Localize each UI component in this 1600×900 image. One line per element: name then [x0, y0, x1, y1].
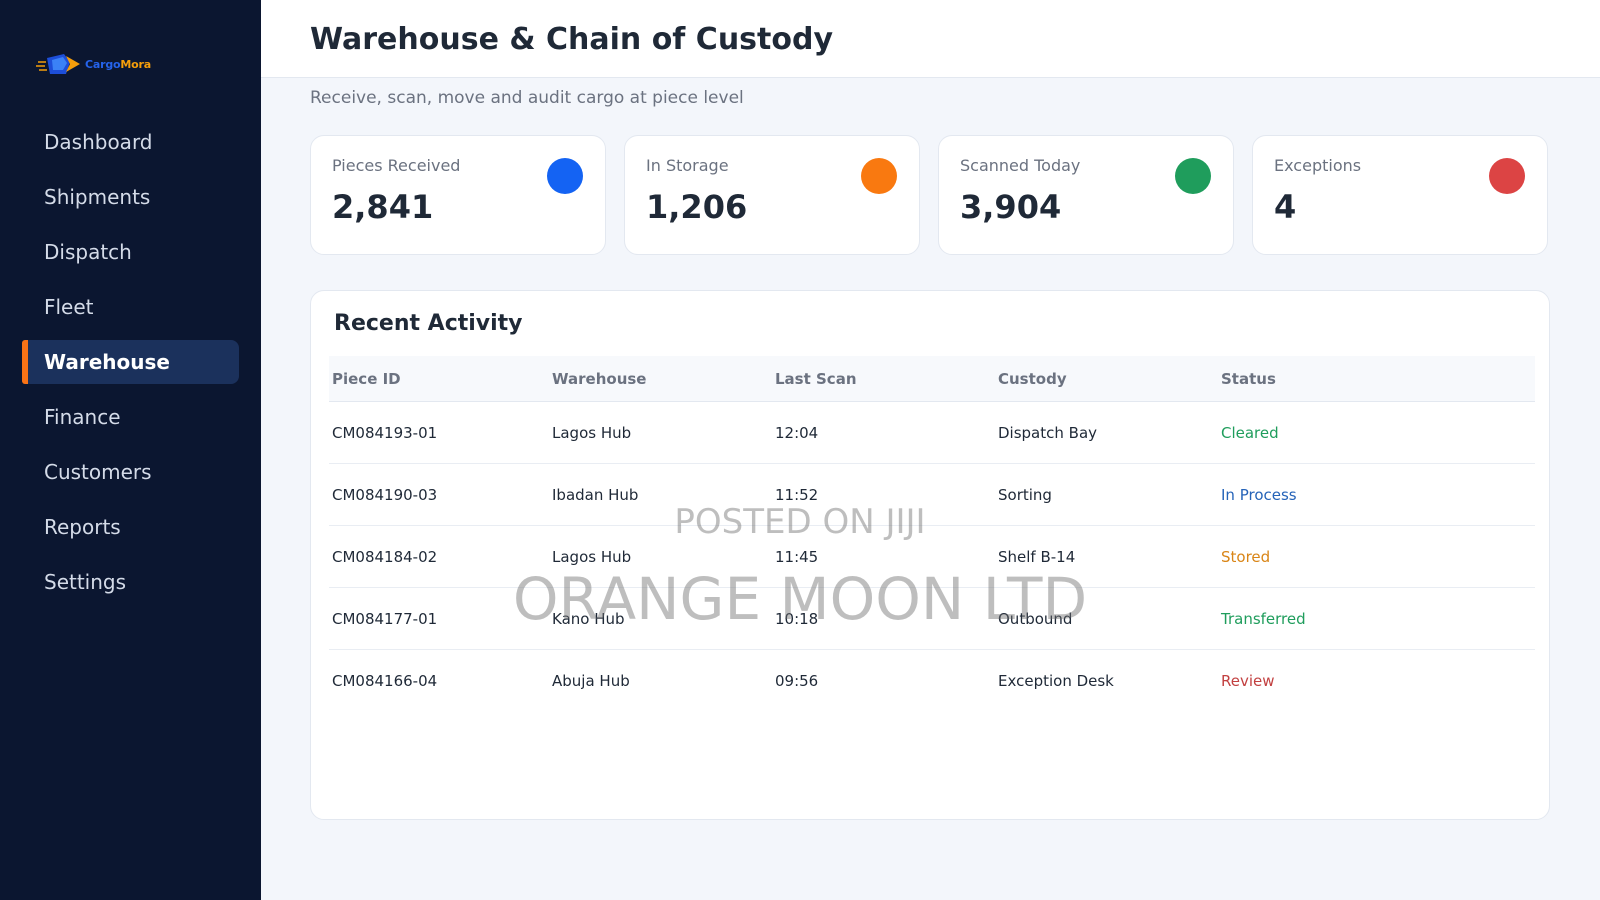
cell-warehouse: Ibadan Hub [552, 485, 639, 504]
column-header-warehouse[interactable]: Warehouse [552, 369, 647, 388]
cell-warehouse: Abuja Hub [552, 672, 630, 690]
sidebar: CargoMora Dashboard Shipments Dispatch F… [0, 0, 261, 900]
table-row[interactable]: CM084166-04 Abuja Hub 09:56 Exception De… [329, 650, 1535, 712]
cell-custody: Sorting [998, 485, 1052, 504]
sidebar-item-shipments[interactable]: Shipments [22, 175, 239, 219]
stats-cards: Pieces Received 2,841 In Storage 1,206 S… [310, 135, 1548, 255]
cell-last-scan: 09:56 [775, 672, 819, 690]
sidebar-item-fleet[interactable]: Fleet [22, 285, 239, 329]
stat-card-scanned-today[interactable]: Scanned Today 3,904 [938, 135, 1234, 255]
stat-card-exceptions[interactable]: Exceptions 4 [1252, 135, 1548, 255]
cell-last-scan: 10:18 [775, 609, 819, 628]
stat-value: 2,841 [332, 188, 434, 226]
orange-dot-icon [861, 158, 897, 194]
cell-warehouse: Lagos Hub [552, 547, 632, 566]
cell-piece-id: CM084177-01 [332, 609, 438, 628]
stat-value: 4 [1274, 188, 1297, 226]
cell-piece-id: CM084193-01 [332, 423, 438, 442]
column-header-last-scan[interactable]: Last Scan [775, 369, 857, 388]
sidebar-item-reports[interactable]: Reports [22, 505, 239, 549]
stat-value: 3,904 [960, 188, 1062, 226]
recent-activity-title: Recent Activity [334, 311, 523, 336]
sidebar-item-finance[interactable]: Finance [22, 395, 239, 439]
cell-piece-id: CM084166-04 [332, 672, 438, 690]
cell-warehouse: Kano Hub [552, 609, 625, 628]
sidebar-item-label: Warehouse [44, 350, 170, 374]
sidebar-item-dispatch[interactable]: Dispatch [22, 230, 239, 274]
column-header-status[interactable]: Status [1221, 369, 1276, 388]
status-badge: Review [1221, 672, 1275, 690]
status-badge: In Process [1221, 485, 1297, 504]
cell-custody: Shelf B-14 [998, 547, 1076, 566]
sidebar-item-warehouse[interactable]: Warehouse [22, 340, 239, 384]
stat-label: Scanned Today [960, 156, 1081, 175]
sidebar-item-label: Customers [44, 460, 152, 484]
top-bar: Warehouse & Chain of Custody [261, 0, 1600, 78]
page-subtitle: Receive, scan, move and audit cargo at p… [310, 88, 744, 108]
table-header: Piece ID Warehouse Last Scan Custody Sta… [329, 356, 1535, 402]
activity-table: Piece ID Warehouse Last Scan Custody Sta… [329, 356, 1535, 712]
page-title: Warehouse & Chain of Custody [310, 22, 834, 57]
cell-last-scan: 11:45 [775, 547, 819, 566]
cell-warehouse: Lagos Hub [552, 423, 632, 442]
sidebar-item-label: Reports [44, 515, 121, 539]
red-dot-icon [1489, 158, 1525, 194]
table-row[interactable]: CM084190-03 Ibadan Hub 11:52 Sorting In … [329, 464, 1535, 526]
stat-label: Pieces Received [332, 156, 461, 175]
brand-logo[interactable]: CargoMora [36, 50, 151, 78]
status-badge: Stored [1221, 547, 1271, 566]
column-header-piece-id[interactable]: Piece ID [332, 369, 401, 388]
table-row[interactable]: CM084177-01 Kano Hub 10:18 Outbound Tran… [329, 588, 1535, 650]
status-badge: Cleared [1221, 423, 1279, 442]
stat-label: In Storage [646, 156, 729, 175]
table-row[interactable]: CM084184-02 Lagos Hub 11:45 Shelf B-14 S… [329, 526, 1535, 588]
green-dot-icon [1175, 158, 1211, 194]
sidebar-item-label: Shipments [44, 185, 151, 209]
logo-truck-icon [36, 54, 80, 74]
sidebar-item-label: Dispatch [44, 240, 132, 264]
recent-activity-panel: Recent Activity Piece ID Warehouse Last … [310, 290, 1550, 820]
sidebar-item-label: Dashboard [44, 130, 153, 154]
sidebar-item-label: Settings [44, 570, 127, 594]
brand-name-part2: Mora [120, 57, 151, 71]
cell-custody: Exception Desk [998, 672, 1114, 690]
sidebar-item-settings[interactable]: Settings [22, 560, 239, 604]
sidebar-item-label: Fleet [44, 295, 94, 319]
status-badge: Transferred [1221, 609, 1306, 628]
stat-card-in-storage[interactable]: In Storage 1,206 [624, 135, 920, 255]
stat-value: 1,206 [646, 188, 748, 226]
stat-label: Exceptions [1274, 156, 1362, 175]
sidebar-item-dashboard[interactable]: Dashboard [22, 120, 239, 164]
cell-piece-id: CM084184-02 [332, 547, 438, 566]
cell-last-scan: 12:04 [775, 423, 819, 442]
column-header-custody[interactable]: Custody [998, 369, 1067, 388]
sidebar-item-customers[interactable]: Customers [22, 450, 239, 494]
cell-piece-id: CM084190-03 [332, 485, 438, 504]
blue-dot-icon [547, 158, 583, 194]
brand-name-part1: Cargo [85, 57, 121, 71]
stat-card-pieces-received[interactable]: Pieces Received 2,841 [310, 135, 606, 255]
cell-custody: Outbound [998, 609, 1073, 628]
cell-last-scan: 11:52 [775, 485, 819, 504]
cell-custody: Dispatch Bay [998, 423, 1098, 442]
sidebar-item-label: Finance [44, 405, 121, 429]
sidebar-nav: Dashboard Shipments Dispatch Fleet Wareh… [22, 120, 239, 615]
table-row[interactable]: CM084193-01 Lagos Hub 12:04 Dispatch Bay… [329, 402, 1535, 464]
